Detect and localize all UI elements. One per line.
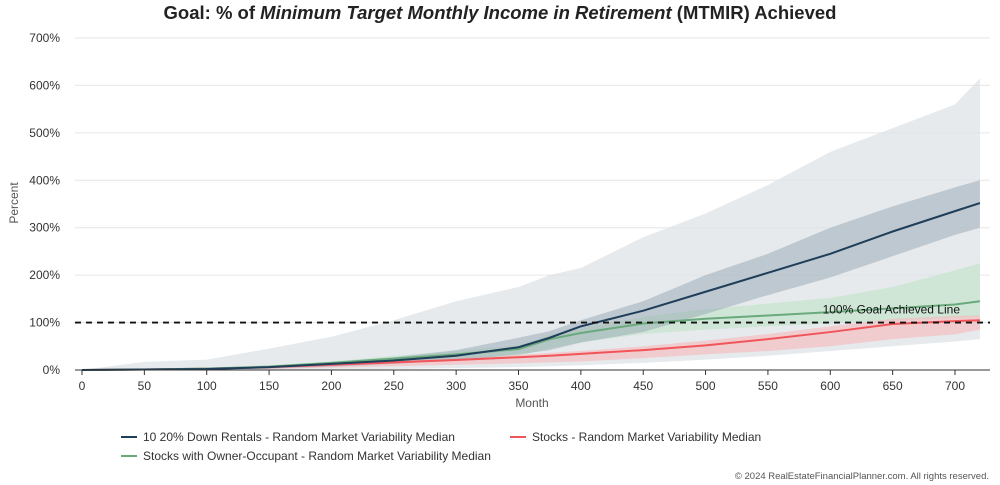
x-tick-label: 700 [945, 379, 965, 393]
reference-line-group: 100% Goal Achieved Line [75, 303, 990, 324]
y-tick-label: 200% [29, 268, 60, 282]
confidence-bands [82, 78, 980, 371]
x-axis-label: Month [515, 396, 548, 410]
x-tick-label: 150 [259, 379, 279, 393]
y-axis-label: Percent [7, 182, 21, 224]
series-line-rentals [81, 202, 981, 371]
x-tick-label: 0 [79, 379, 86, 393]
legend-item-stocks-owner-occupant[interactable]: Stocks with Owner-Occupant - Random Mark… [121, 449, 491, 463]
y-tick-label: 600% [29, 78, 60, 92]
y-tick-label: 300% [29, 221, 60, 235]
x-tick-label: 300 [446, 379, 466, 393]
x-tick-label: 500 [696, 379, 716, 393]
x-tick-label: 250 [384, 379, 404, 393]
chart-title: Goal: % of Minimum Target Monthly Income… [163, 2, 837, 23]
x-tick-label: 550 [758, 379, 778, 393]
y-tick-label: 100% [29, 316, 60, 330]
y-tick-label: 700% [29, 31, 60, 45]
x-tick-label: 350 [508, 379, 528, 393]
x-tick-label: 400 [571, 379, 591, 393]
x-tick-label: 600 [820, 379, 840, 393]
legend-item-rentals[interactable]: 10 20% Down Rentals - Random Market Vari… [121, 430, 455, 444]
axes: 0% 100% 200% 300% 400% 500% 600% 700% 0 50 100 150 2… [29, 31, 990, 393]
legend-swatch-stocks-owner-occupant [121, 454, 137, 457]
band-rentals-outer [82, 78, 980, 371]
x-tick-label: 50 [138, 379, 152, 393]
legend-swatch-stocks [510, 435, 526, 438]
y-tick-label: 0% [43, 363, 61, 377]
legend-swatch-rentals [121, 435, 137, 438]
y-tick-label: 500% [29, 126, 60, 140]
x-tick-label: 200 [321, 379, 341, 393]
band-stocks-owner-occupant [82, 263, 980, 370]
reference-line-label: 100% Goal Achieved Line [823, 303, 961, 317]
x-tick-label: 450 [633, 379, 653, 393]
series-lines [81, 202, 981, 371]
copyright-notice: © 2024 RealEstateFinancialPlanner.com. A… [734, 471, 989, 482]
band-rentals-inner [82, 180, 980, 370]
y-tick-label: 400% [29, 173, 60, 187]
x-tick-label: 650 [883, 379, 903, 393]
legend-item-stocks[interactable]: Stocks - Random Market Variability Media… [510, 430, 761, 444]
x-tick-label: 100 [197, 379, 217, 393]
band-stocks [82, 315, 980, 370]
